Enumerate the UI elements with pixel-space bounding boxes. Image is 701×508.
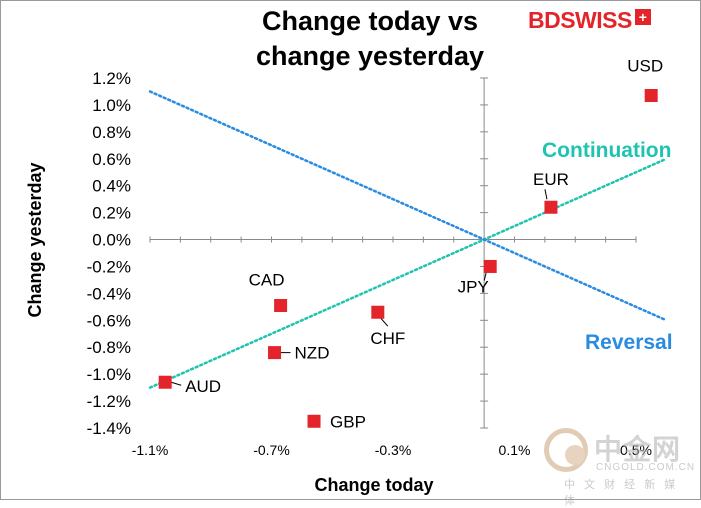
y-tick-label: -0.4% (87, 284, 131, 303)
x-tick-label: 0.1% (499, 442, 531, 458)
y-tick-label: 1.0% (92, 96, 131, 115)
chart-title: Change today vs change yesterday (205, 4, 535, 74)
data-point-nzd (268, 346, 282, 360)
data-point-aud (158, 375, 172, 389)
point-label-eur: EUR (533, 170, 569, 189)
watermark: 中金网 CNGOLD.COM.CN 中 文 财 经 新 媒 体 (540, 428, 694, 507)
point-label-aud: AUD (185, 377, 221, 396)
reversal-line (148, 90, 668, 322)
y-tick-label: -0.2% (87, 257, 131, 276)
data-point-cad (274, 299, 288, 312)
x-tick-label: 0.5% (620, 442, 652, 458)
point-leader-line (483, 272, 487, 281)
y-tick-label: 0.0% (92, 231, 131, 250)
x-tick-label: -0.7% (253, 442, 290, 458)
point-leader-line (380, 317, 389, 327)
y-tick-label: 1.2% (92, 69, 131, 88)
data-point-usd (644, 89, 658, 102)
x-tick-label: -1.1% (132, 442, 169, 458)
continuation-line (148, 157, 668, 389)
watermark-domain: CNGOLD.COM.CN (596, 462, 696, 473)
chart-title-line-2: change yesterday (255, 41, 485, 71)
chart-title-line-1: Change today vs (261, 6, 479, 36)
data-point-gbp (307, 414, 321, 428)
watermark-coin-icon (544, 428, 588, 472)
continuation-label: Continuation (542, 139, 671, 162)
point-label-usd: USD (627, 57, 663, 76)
point-label-gbp: GBP (330, 412, 366, 431)
bdswiss-logo: BDSWISS + (528, 6, 651, 34)
y-tick-label: 0.6% (92, 150, 131, 169)
y-tick-label: -0.8% (87, 338, 131, 357)
y-tick-label: 0.8% (92, 123, 131, 142)
point-label-jpy: JPY (458, 277, 489, 296)
data-point-jpy (483, 259, 497, 273)
point-label-nzd: NZD (295, 344, 330, 363)
y-tick-label: -0.6% (87, 311, 131, 330)
y-tick-label: 0.2% (92, 204, 131, 223)
point-leader-line (544, 189, 548, 200)
logo-text: BDSWISS (528, 6, 632, 33)
point-leader-line (171, 381, 182, 386)
y-tick-label: -1.0% (87, 365, 131, 384)
y-axis-title: Change yesterday (25, 162, 45, 317)
y-tick-label: -1.2% (87, 392, 131, 411)
x-axis-title: Change today (314, 475, 433, 495)
point-label-chf: CHF (370, 329, 405, 348)
watermark-tagline: 中 文 财 经 新 媒 体 (564, 479, 679, 507)
swiss-cross-icon: + (634, 9, 651, 25)
watermark-brand: 中金网 (594, 434, 682, 465)
reversal-label: Reversal (585, 331, 673, 354)
y-tick-label: -1.4% (87, 419, 131, 438)
data-point-chf (371, 305, 385, 319)
data-point-eur (544, 200, 558, 214)
y-tick-label: 0.4% (92, 177, 131, 196)
point-label-cad: CAD (249, 271, 285, 290)
x-tick-label: -0.3% (375, 442, 412, 458)
